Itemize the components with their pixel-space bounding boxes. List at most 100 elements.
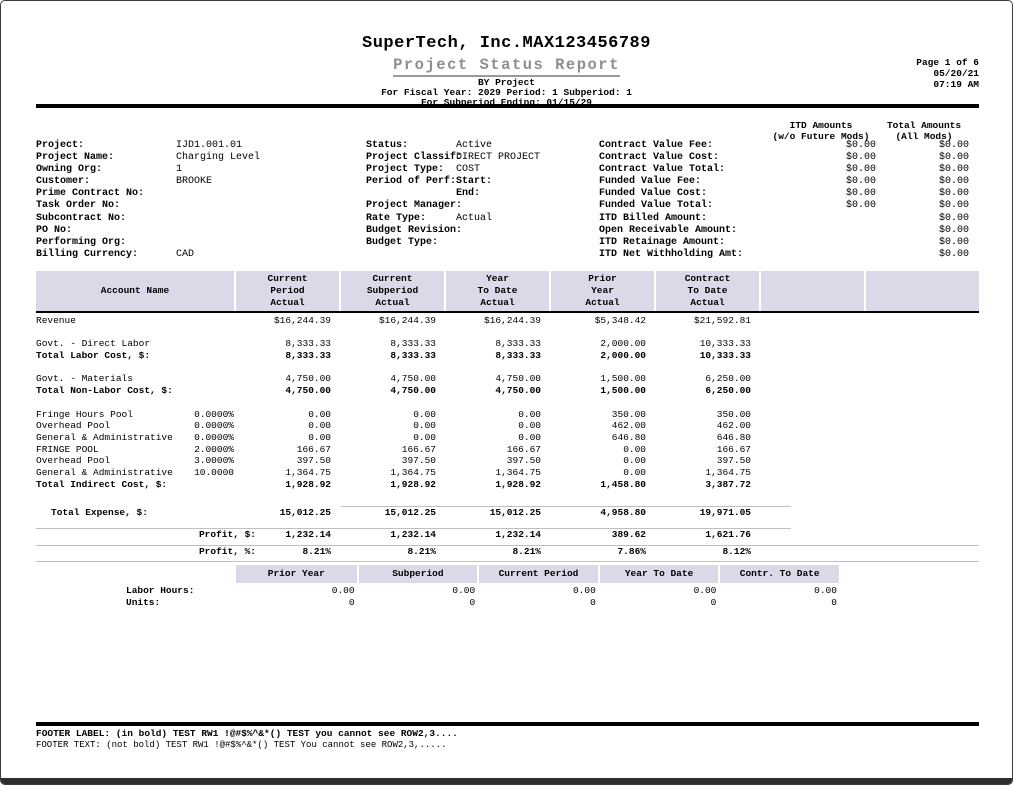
account-name: Total Indirect Cost, $:: [36, 478, 168, 490]
info-label: Project Classif:: [366, 152, 463, 164]
info-label: Project Type:: [366, 164, 445, 176]
report-subtitle-by-project: BY Project: [477, 77, 535, 88]
amount-total-value: $0.00: [938, 188, 969, 200]
value-cell: 389.62: [611, 529, 646, 540]
amount-total-value: $0.00: [938, 236, 969, 248]
value-cell: 6,250.00: [705, 373, 751, 385]
value-cell: 0.00: [623, 443, 646, 455]
hours-row-label: Units:: [126, 596, 161, 608]
table-separator-rule: [36, 544, 979, 546]
column-header-line: To Date: [687, 285, 728, 296]
value-cell: 166.67: [401, 443, 436, 455]
value-cell: 646.80: [611, 431, 646, 443]
table-row: Overhead Pool 3.0000% 397.50 397.50 397.50 0.…: [36, 455, 979, 467]
column-header-line: Current: [372, 273, 413, 284]
table-row: Fringe Hours Pool 0.0000% 0.00 0.00 0.00 350.…: [36, 409, 979, 421]
hours-value-cell: 0: [831, 596, 837, 608]
table-row-gap: [36, 519, 979, 528]
value-cell: 1,500.00: [600, 373, 646, 385]
column-header-line: Actual: [585, 297, 620, 308]
project-info-row: Subcontract No:: [36, 213, 356, 225]
value-cell: 0.00: [518, 420, 541, 432]
value-cell: 0.00: [413, 420, 436, 432]
amounts-row: Contract Value Cost: $0.00 $0.00: [599, 152, 979, 164]
amount-label: Funded Value Cost:: [599, 188, 708, 200]
table-row: Overhead Pool 0.0000% 0.00 0.00 0.00 462.00 46…: [36, 420, 979, 432]
itd-amounts-column-header: ITD Amounts (w/o Future Mods): [746, 120, 896, 142]
report-title-wrap: Project Status Report: [1, 56, 1012, 77]
header-rule: [36, 104, 979, 108]
total-amounts-column-header: Total Amounts (All Mods): [864, 120, 984, 142]
column-header-line: Actual: [690, 297, 725, 308]
account-rate: 0.0000%: [194, 420, 234, 432]
amount-itd-value: $0.00: [845, 200, 876, 212]
column-header-line: Actual: [375, 297, 410, 308]
amount-itd-value: $0.00: [845, 188, 876, 200]
table-separator-rule: [341, 506, 791, 508]
value-cell: 10,333.33: [699, 338, 751, 350]
amounts-row: Contract Value Total: $0.00 $0.00: [599, 164, 979, 176]
account-name: Profit, $:: [198, 529, 256, 540]
column-header-empty: [759, 271, 864, 311]
amounts-row: ITD Net Withholding Amt: $0.00: [599, 249, 979, 261]
value-cell: 462.00: [611, 420, 646, 432]
project-info-row: Status: Active: [366, 140, 596, 152]
account-cell: Total Non-Labor Cost, $:: [36, 385, 234, 397]
value-cell: $5,348.42: [594, 315, 646, 326]
column-header: Prior Year Actual: [549, 271, 654, 311]
report-date: 05/20/21: [933, 68, 979, 79]
info-label: Performing Org:: [36, 236, 127, 248]
amounts-row: ITD Billed Amount: $0.00: [599, 213, 979, 225]
hours-value-cell: 0: [469, 596, 476, 608]
value-cell: 1,364.75: [390, 466, 436, 478]
value-cell: 8,333.33: [390, 350, 436, 362]
value-cell: 8,333.33: [285, 338, 331, 350]
value-cell: 166.67: [716, 443, 751, 455]
account-cell: Total Expense, $:: [36, 507, 234, 519]
project-info-middle-column: Status: Active Project Classif: DIRECT PROJ…: [366, 140, 596, 261]
value-cell: 0.00: [623, 455, 646, 467]
project-info-row: Rate Type: Actual: [366, 213, 596, 225]
project-info-row: Project Classif: DIRECT PROJECT: [366, 152, 596, 164]
amount-total-value: $0.00: [938, 200, 969, 212]
amounts-row: Funded Value Cost: $0.00 $0.00: [599, 188, 979, 200]
account-name: FRINGE POOL: [36, 443, 99, 455]
value-cell: 8.12%: [722, 545, 751, 557]
info-value: DIRECT PROJECT: [456, 152, 541, 164]
account-rate: 10.0000: [194, 466, 234, 478]
amount-itd-value: [784, 249, 879, 261]
value-cell: 1,364.75: [495, 466, 541, 478]
value-cell: $16,244.39: [483, 315, 541, 326]
hours-table-header-row: Prior Year Subperiod Current Period Year To…: [36, 565, 979, 583]
account-name: Govt. - Materials: [36, 373, 133, 385]
table-row: General & Administrative 10.0000 1,364.75 1…: [36, 467, 979, 479]
table-row: Profit, $: 1,232.14 1,232.14 1,232.14 389.62…: [36, 529, 979, 541]
hours-table-body: Labor Hours: 0.00 0.00 0.00 0.00 0.00 Units: 0 0…: [36, 585, 979, 608]
value-cell: 2,000.00: [600, 338, 646, 350]
value-cell: 8.21%: [407, 545, 436, 557]
amount-total-value: $0.00: [938, 176, 969, 188]
account-cell: FRINGE POOL 2.0000%: [36, 444, 234, 456]
hours-value-cell: 0.00: [452, 585, 476, 596]
value-cell: 3,387.72: [705, 478, 751, 490]
account-cell: Overhead Pool 3.0000%: [36, 455, 234, 467]
hours-column-header: Subperiod: [356, 565, 478, 583]
project-info-row: Budget Type:: [366, 237, 596, 249]
account-rate: 0.0000%: [194, 431, 234, 443]
column-header-line: Subperiod: [366, 285, 419, 296]
project-info-row: Billing Currency: CAD: [36, 249, 356, 261]
hours-value-cell: 0.00: [814, 585, 837, 596]
account-name: Overhead Pool: [36, 455, 111, 467]
project-info-row: Project Manager:: [366, 200, 596, 212]
value-cell: 8,333.33: [390, 338, 436, 350]
hours-value-cell: 0.00: [331, 585, 355, 596]
contract-amounts-column: Contract Value Fee: $0.00 $0.00 Contract Va…: [599, 140, 979, 261]
hours-column-header: Current Period: [477, 565, 598, 583]
project-info-row: PO No:: [36, 225, 356, 237]
column-header-empty: [864, 271, 979, 311]
account-rate: 0.0000%: [194, 408, 234, 420]
info-label: Owning Org:: [36, 164, 103, 176]
info-value: 1: [176, 164, 183, 176]
amount-label: ITD Billed Amount:: [599, 212, 708, 224]
info-value: CAD: [176, 248, 195, 260]
